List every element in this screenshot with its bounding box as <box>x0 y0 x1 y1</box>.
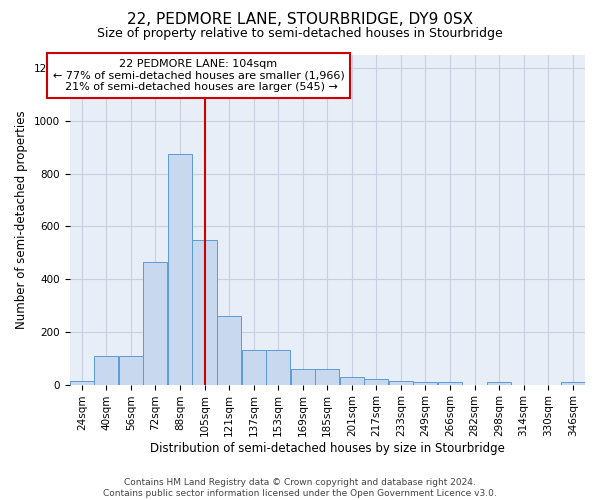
Bar <box>290 369 315 384</box>
Bar <box>315 369 340 384</box>
Text: 22, PEDMORE LANE, STOURBRIDGE, DY9 0SX: 22, PEDMORE LANE, STOURBRIDGE, DY9 0SX <box>127 12 473 28</box>
Y-axis label: Number of semi-detached properties: Number of semi-detached properties <box>15 110 28 329</box>
Text: 22 PEDMORE LANE: 104sqm
← 77% of semi-detached houses are smaller (1,966)
  21% : 22 PEDMORE LANE: 104sqm ← 77% of semi-de… <box>53 59 344 92</box>
Bar <box>119 356 143 384</box>
Bar <box>217 316 241 384</box>
Text: Size of property relative to semi-detached houses in Stourbridge: Size of property relative to semi-detach… <box>97 28 503 40</box>
Bar <box>242 350 266 384</box>
Bar <box>487 382 511 384</box>
Bar <box>70 380 94 384</box>
Bar <box>94 356 118 384</box>
Bar <box>193 240 217 384</box>
Bar <box>560 382 585 384</box>
Bar <box>143 262 167 384</box>
Bar <box>340 376 364 384</box>
Bar <box>413 382 437 384</box>
Bar <box>168 154 192 384</box>
X-axis label: Distribution of semi-detached houses by size in Stourbridge: Distribution of semi-detached houses by … <box>150 442 505 455</box>
Text: Contains HM Land Registry data © Crown copyright and database right 2024.
Contai: Contains HM Land Registry data © Crown c… <box>103 478 497 498</box>
Bar <box>364 380 388 384</box>
Bar <box>438 382 462 384</box>
Bar <box>266 350 290 384</box>
Bar <box>389 380 413 384</box>
